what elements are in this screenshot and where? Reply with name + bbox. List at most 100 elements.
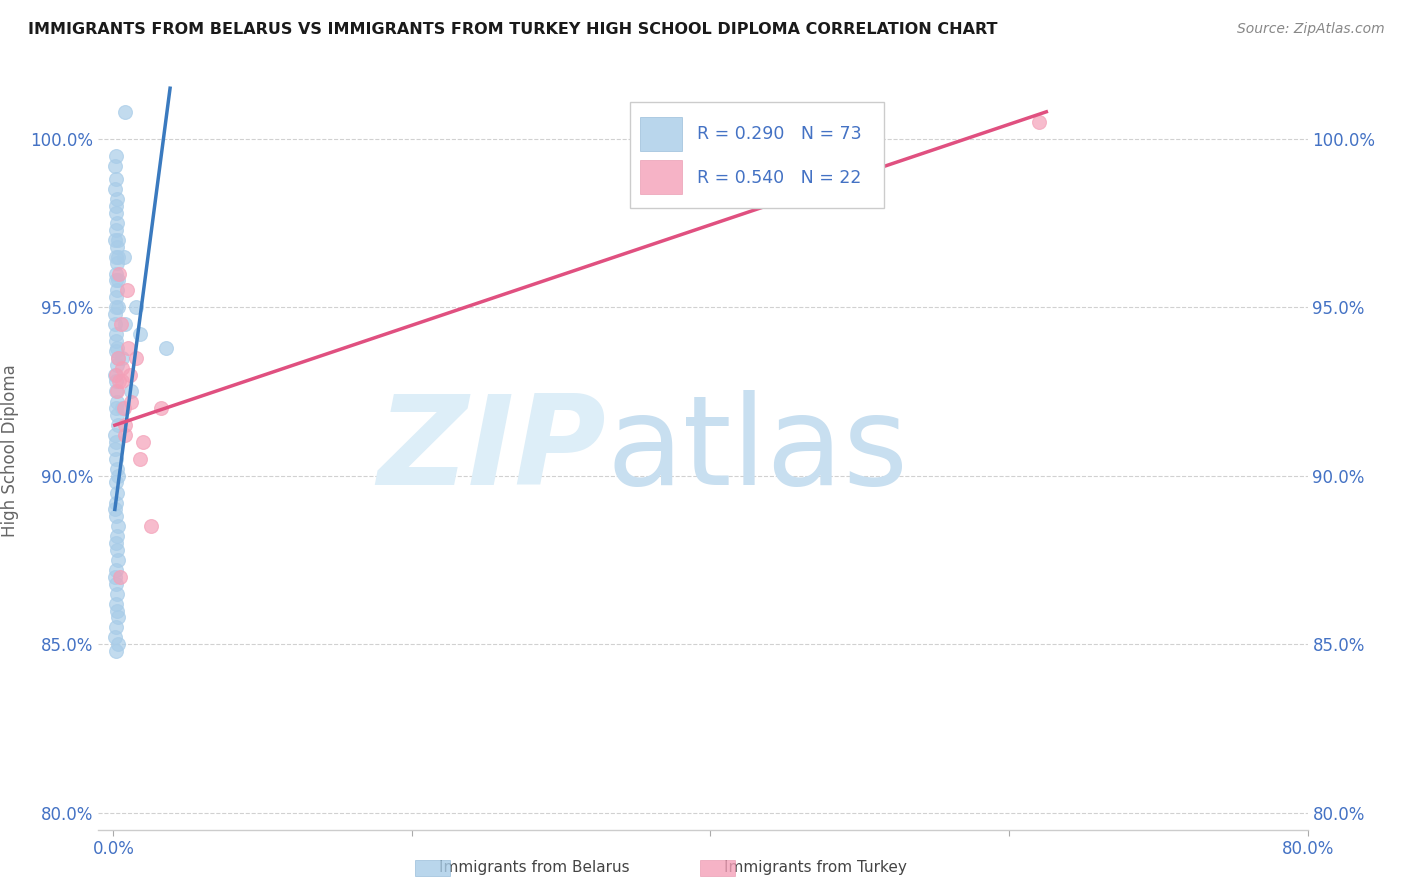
Point <box>105 239 128 253</box>
Point <box>108 375 131 389</box>
Point <box>139 519 162 533</box>
Bar <box>640 160 682 194</box>
Point <box>104 206 127 220</box>
Point <box>104 307 127 321</box>
Point <box>104 317 127 331</box>
Point <box>150 401 173 416</box>
Point <box>104 442 127 456</box>
Point <box>105 401 128 416</box>
Point <box>107 351 129 365</box>
Text: Immigrants from Belarus: Immigrants from Belarus <box>439 860 630 874</box>
Point <box>104 368 127 382</box>
Point <box>105 529 128 543</box>
Point <box>104 620 127 634</box>
Point <box>105 597 128 611</box>
Point <box>104 233 127 247</box>
Text: IMMIGRANTS FROM BELARUS VS IMMIGRANTS FROM TURKEY HIGH SCHOOL DIPLOMA CORRELATIO: IMMIGRANTS FROM BELARUS VS IMMIGRANTS FR… <box>28 22 998 37</box>
Point <box>105 327 128 342</box>
Point <box>105 384 128 399</box>
Point <box>107 468 129 483</box>
Point <box>114 428 136 442</box>
Point <box>107 553 129 567</box>
Point <box>105 384 128 399</box>
Point <box>112 401 135 416</box>
Point <box>125 351 148 365</box>
Point <box>105 267 128 281</box>
Point <box>104 159 127 173</box>
Point <box>110 375 132 389</box>
Point <box>104 290 127 304</box>
Point <box>104 563 127 577</box>
Point <box>105 462 128 476</box>
Point <box>105 394 128 409</box>
Point <box>107 519 129 533</box>
Point <box>155 341 177 355</box>
Point <box>104 502 127 516</box>
Point <box>118 368 141 382</box>
Point <box>105 475 128 490</box>
Point <box>107 637 129 651</box>
Point <box>104 375 127 389</box>
Point <box>107 351 129 365</box>
Text: atlas: atlas <box>606 390 908 511</box>
Point <box>117 341 139 355</box>
Point <box>129 451 152 466</box>
Point <box>1028 115 1050 129</box>
Point <box>112 250 135 264</box>
Point <box>105 509 128 524</box>
Point <box>111 401 134 416</box>
Point <box>111 360 134 375</box>
Point <box>105 273 128 287</box>
Point <box>115 284 138 298</box>
Point <box>125 300 148 314</box>
Point <box>114 418 136 433</box>
Point <box>104 428 127 442</box>
Point <box>105 603 128 617</box>
Point <box>104 435 127 450</box>
Point <box>107 610 129 624</box>
Point <box>105 485 128 500</box>
Point <box>110 351 132 365</box>
Text: ZIP: ZIP <box>378 390 606 511</box>
Point <box>104 148 127 162</box>
Point <box>129 327 152 342</box>
Point <box>105 172 128 186</box>
Point <box>107 300 129 314</box>
Point <box>104 250 127 264</box>
Point <box>105 193 128 207</box>
Point <box>114 317 136 331</box>
Point <box>105 341 128 355</box>
Point <box>105 358 128 372</box>
Point <box>107 418 129 433</box>
Point <box>105 223 128 237</box>
Point <box>104 570 127 584</box>
Text: Immigrants from Turkey: Immigrants from Turkey <box>724 860 907 874</box>
Point <box>107 273 129 287</box>
Point <box>105 536 128 550</box>
Point <box>132 435 155 450</box>
Point <box>105 587 128 601</box>
Point <box>114 104 136 119</box>
Point <box>120 394 142 409</box>
Point <box>120 384 142 399</box>
Y-axis label: High School Diploma: High School Diploma <box>1 364 20 537</box>
Point <box>105 644 128 658</box>
Point <box>110 317 132 331</box>
Text: R = 0.290   N = 73: R = 0.290 N = 73 <box>697 125 862 143</box>
Point <box>104 334 127 348</box>
Point <box>105 451 128 466</box>
Point <box>104 631 127 645</box>
FancyBboxPatch shape <box>630 102 884 208</box>
Point <box>108 570 131 584</box>
Point <box>105 199 128 213</box>
Point <box>104 368 127 382</box>
Point <box>107 233 129 247</box>
Point <box>105 576 128 591</box>
Point <box>105 542 128 557</box>
Bar <box>640 117 682 151</box>
Point <box>107 250 129 264</box>
Text: Source: ZipAtlas.com: Source: ZipAtlas.com <box>1237 22 1385 37</box>
Point <box>104 182 127 196</box>
Point <box>104 496 127 510</box>
Point <box>105 344 128 359</box>
